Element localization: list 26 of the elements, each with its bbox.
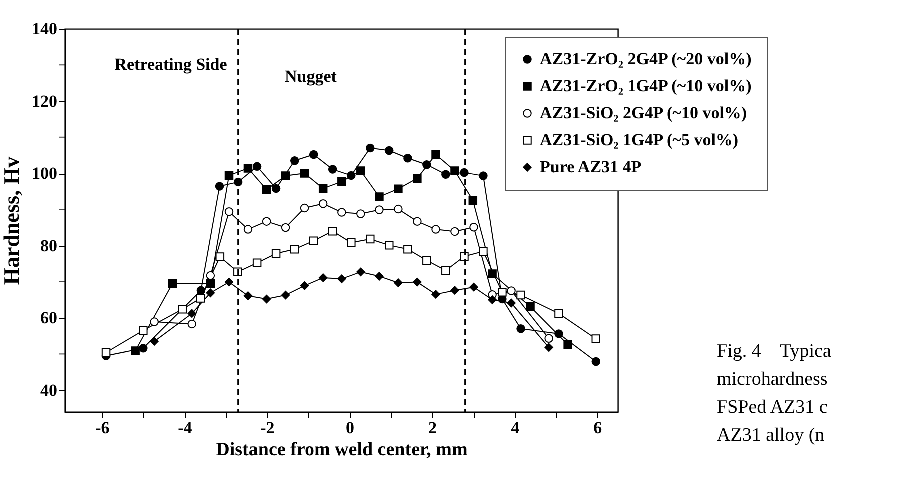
x-tick-label: 4 [511, 418, 520, 438]
x-tick-label: -4 [178, 418, 193, 438]
legend-label: AZ31-SiO₂ 2G4P (~10 vol%) [540, 104, 748, 122]
y-tick-label: 40 [40, 380, 58, 400]
y-tick-label: 100 [32, 164, 58, 184]
annotation: Nugget [285, 67, 338, 86]
x-tick-label: -6 [96, 418, 110, 438]
y-tick-label: 140 [32, 20, 58, 38]
legend-label: AZ31-ZrO₂ 1G4P (~10 vol%) [540, 76, 752, 96]
legend-label: AZ31-SiO₂ 1G4P (~5 vol%) [540, 130, 739, 150]
caption: Fig. 4 Typica [717, 341, 832, 362]
text: microhardness [717, 369, 828, 390]
y-axis-title: Hardness, Hv [0, 156, 24, 286]
x-tick-label: 0 [346, 418, 355, 438]
y-tick-label: 120 [32, 92, 58, 111]
text: FSPed AZ31 c [717, 397, 828, 418]
y-tick-label: 80 [40, 236, 58, 256]
y-tick-label: 60 [40, 308, 58, 328]
x-tick-label: 2 [428, 418, 438, 438]
x-tick-label: 6 [594, 418, 602, 438]
x-axis-title: Distance from weld center, mm [216, 440, 468, 460]
legend-label: AZ31-ZrO₂ 2G4P (~20 vol%) [540, 50, 752, 68]
text: AZ31 alloy (n [717, 425, 825, 446]
annotation: Retreating Side [114, 55, 228, 74]
legend-label: Pure AZ31 4P [540, 158, 642, 176]
x-tick-label: -2 [260, 418, 275, 438]
